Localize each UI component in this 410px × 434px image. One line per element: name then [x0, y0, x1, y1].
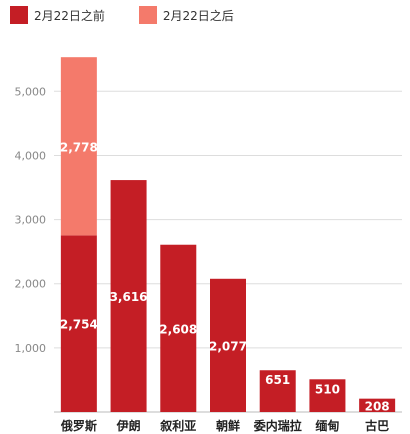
y-tick-label: 5,000 [15, 85, 47, 98]
bar [160, 244, 197, 412]
x-category-label: 伊朗 [116, 418, 141, 433]
bar [60, 57, 97, 236]
bar [359, 398, 396, 412]
bar-value-label: 2,608 [159, 322, 197, 336]
chart-legend: 2月22日之前 2月22日之后 [10, 6, 268, 24]
bar [60, 235, 97, 412]
y-tick-label: 3,000 [15, 214, 47, 227]
bar-value-label: 2,778 [60, 140, 98, 154]
legend-item-before: 2月22日之前 [10, 6, 105, 24]
legend-swatch-before [10, 6, 28, 24]
x-category-label: 古巴 [365, 418, 389, 433]
x-category-label: 朝鲜 [216, 418, 240, 433]
x-category-label: 俄罗斯 [60, 418, 97, 433]
bar-value-label: 3,616 [110, 290, 148, 304]
bar [210, 278, 246, 412]
bar [309, 379, 346, 412]
y-tick-label: 1,000 [15, 342, 47, 355]
bar-value-label: 510 [315, 382, 340, 396]
bar-value-label: 2,077 [209, 339, 247, 353]
legend-label-before: 2月22日之前 [34, 8, 105, 23]
y-tick-label: 2,000 [15, 278, 47, 291]
bar-value-label: 651 [265, 373, 290, 387]
y-tick-label: 4,000 [15, 149, 47, 162]
x-category-label: 缅甸 [315, 418, 339, 433]
legend-swatch-after [138, 6, 157, 24]
legend-label-after: 2月22日之后 [162, 8, 234, 23]
bar [110, 180, 147, 412]
bar [259, 370, 296, 412]
legend-item-after: 2月22日之后 [138, 6, 234, 24]
x-category-label: 委内瑞拉 [253, 418, 302, 433]
bar-value-label: 208 [365, 399, 390, 413]
bar-value-label: 2,754 [60, 318, 98, 332]
x-category-label: 叙利亚 [159, 418, 196, 433]
